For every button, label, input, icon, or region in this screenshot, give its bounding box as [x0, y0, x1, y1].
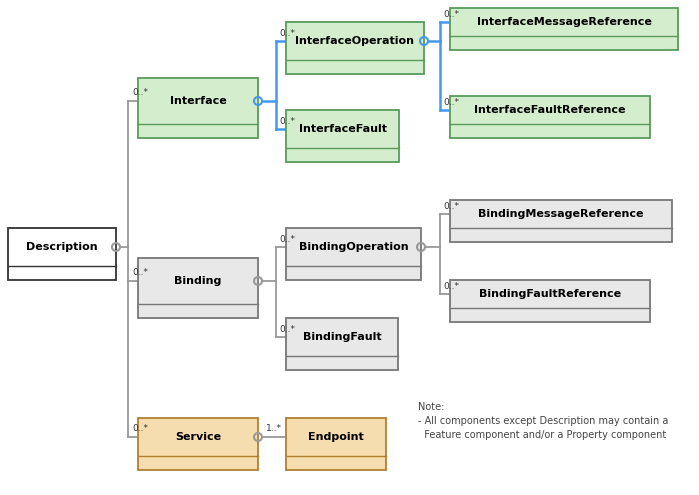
Bar — [8, 228, 116, 280]
Bar — [286, 228, 421, 280]
Text: Binding: Binding — [174, 276, 222, 286]
Text: 0..*: 0..* — [279, 29, 295, 38]
Text: Note:
- All components except Description may contain a
  Feature component and/: Note: - All components except Descriptio… — [418, 402, 668, 440]
Text: 0..*: 0..* — [443, 282, 459, 291]
Text: 0..*: 0..* — [279, 235, 295, 244]
Bar — [286, 22, 424, 74]
Text: InterfaceFaultReference: InterfaceFaultReference — [474, 105, 626, 115]
Text: BindingFaultReference: BindingFaultReference — [479, 289, 621, 299]
Text: 0..*: 0..* — [279, 117, 295, 126]
Text: 0..*: 0..* — [132, 88, 148, 97]
Text: BindingOperation: BindingOperation — [298, 242, 408, 252]
Text: BindingFault: BindingFault — [303, 332, 382, 342]
Text: 0..*: 0..* — [443, 202, 459, 211]
Text: Service: Service — [175, 432, 221, 442]
Bar — [286, 318, 398, 370]
Bar — [450, 200, 672, 242]
Bar — [450, 8, 678, 50]
Text: 0..*: 0..* — [132, 268, 148, 277]
Text: Endpoint: Endpoint — [308, 432, 364, 442]
Bar — [286, 418, 386, 470]
Text: 0..*: 0..* — [132, 424, 148, 433]
Text: InterfaceMessageReference: InterfaceMessageReference — [477, 17, 651, 27]
Bar — [450, 280, 650, 322]
Text: Description: Description — [26, 242, 98, 252]
Text: InterfaceOperation: InterfaceOperation — [296, 36, 415, 46]
Bar — [138, 78, 258, 138]
Text: 0..*: 0..* — [443, 98, 459, 107]
Text: 1..*: 1..* — [266, 424, 282, 433]
Text: 0..*: 0..* — [443, 10, 459, 19]
Text: InterfaceFault: InterfaceFault — [298, 124, 387, 134]
Bar — [138, 258, 258, 318]
Bar — [138, 418, 258, 470]
Text: BindingMessageReference: BindingMessageReference — [478, 209, 644, 219]
Bar — [450, 96, 650, 138]
Bar — [286, 110, 399, 162]
Text: 0..*: 0..* — [279, 325, 295, 334]
Text: Interface: Interface — [170, 96, 226, 106]
